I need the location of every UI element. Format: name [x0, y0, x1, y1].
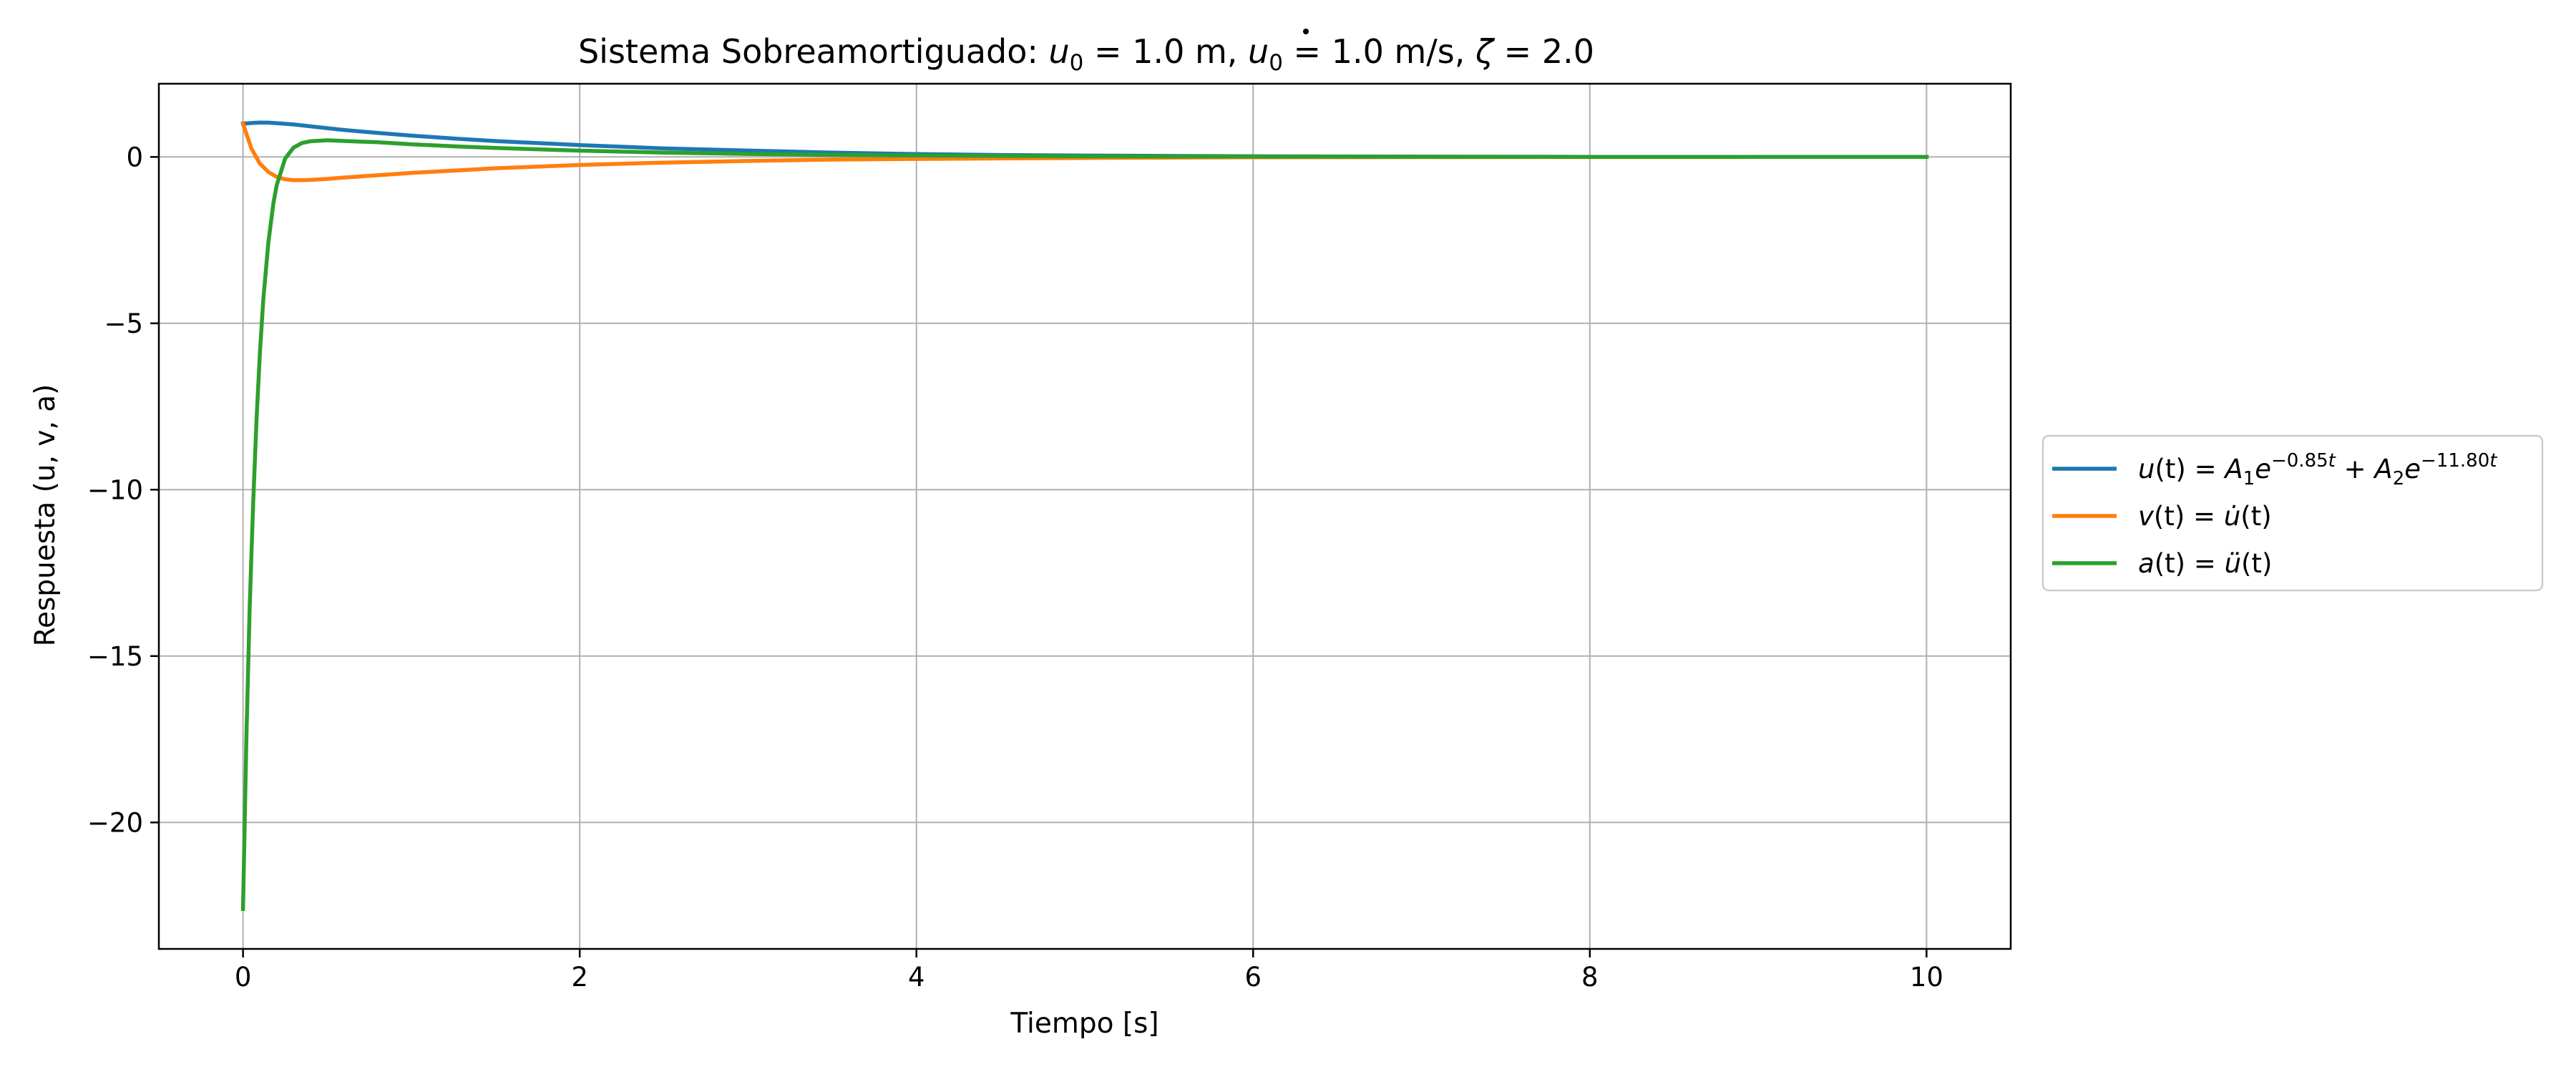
legend: u(t) = A1e−0.85t + A2e−11.80t v(t) = u̇(…	[2041, 434, 2544, 592]
y-axis-label: Respuesta (u, v, a)	[29, 384, 62, 647]
x-tick-label: 0	[235, 962, 252, 993]
y-tick-label: −20	[87, 807, 143, 838]
x-tick-label: 6	[1244, 962, 1262, 993]
x-tick-label: 2	[571, 962, 588, 993]
axes-frame	[157, 82, 2012, 950]
legend-label-v: v(t) = u̇(t)	[2138, 501, 2272, 532]
tick-layer: 0 2 4 6 8 10 0 −5 −10 −15 −20	[87, 142, 1943, 993]
x-tick-label: 10	[1910, 962, 1943, 993]
series-line-a	[240, 138, 1929, 912]
x-tick-label: 4	[908, 962, 925, 993]
legend-label-u: u(t) = A1e−0.85t + A2e−11.80t	[2138, 450, 2497, 489]
y-tick-label: −15	[87, 641, 143, 672]
y-tick-label: 0	[126, 142, 143, 172]
legend-label-a: a(t) = ü(t)	[2138, 548, 2272, 579]
y-tick-label: −5	[104, 308, 143, 339]
legend-box	[2041, 434, 2544, 592]
plot-area	[159, 84, 2011, 949]
series-layer	[240, 120, 1929, 912]
title-dot-accent	[1303, 29, 1309, 34]
x-tick-label: 8	[1581, 962, 1599, 993]
chart-title: Sistema Sobreamortiguado: u0 = 1.0 m, u0…	[578, 32, 1594, 76]
x-axis-label: Tiempo [s]	[1010, 1008, 1158, 1040]
y-tick-label: −10	[87, 474, 143, 505]
